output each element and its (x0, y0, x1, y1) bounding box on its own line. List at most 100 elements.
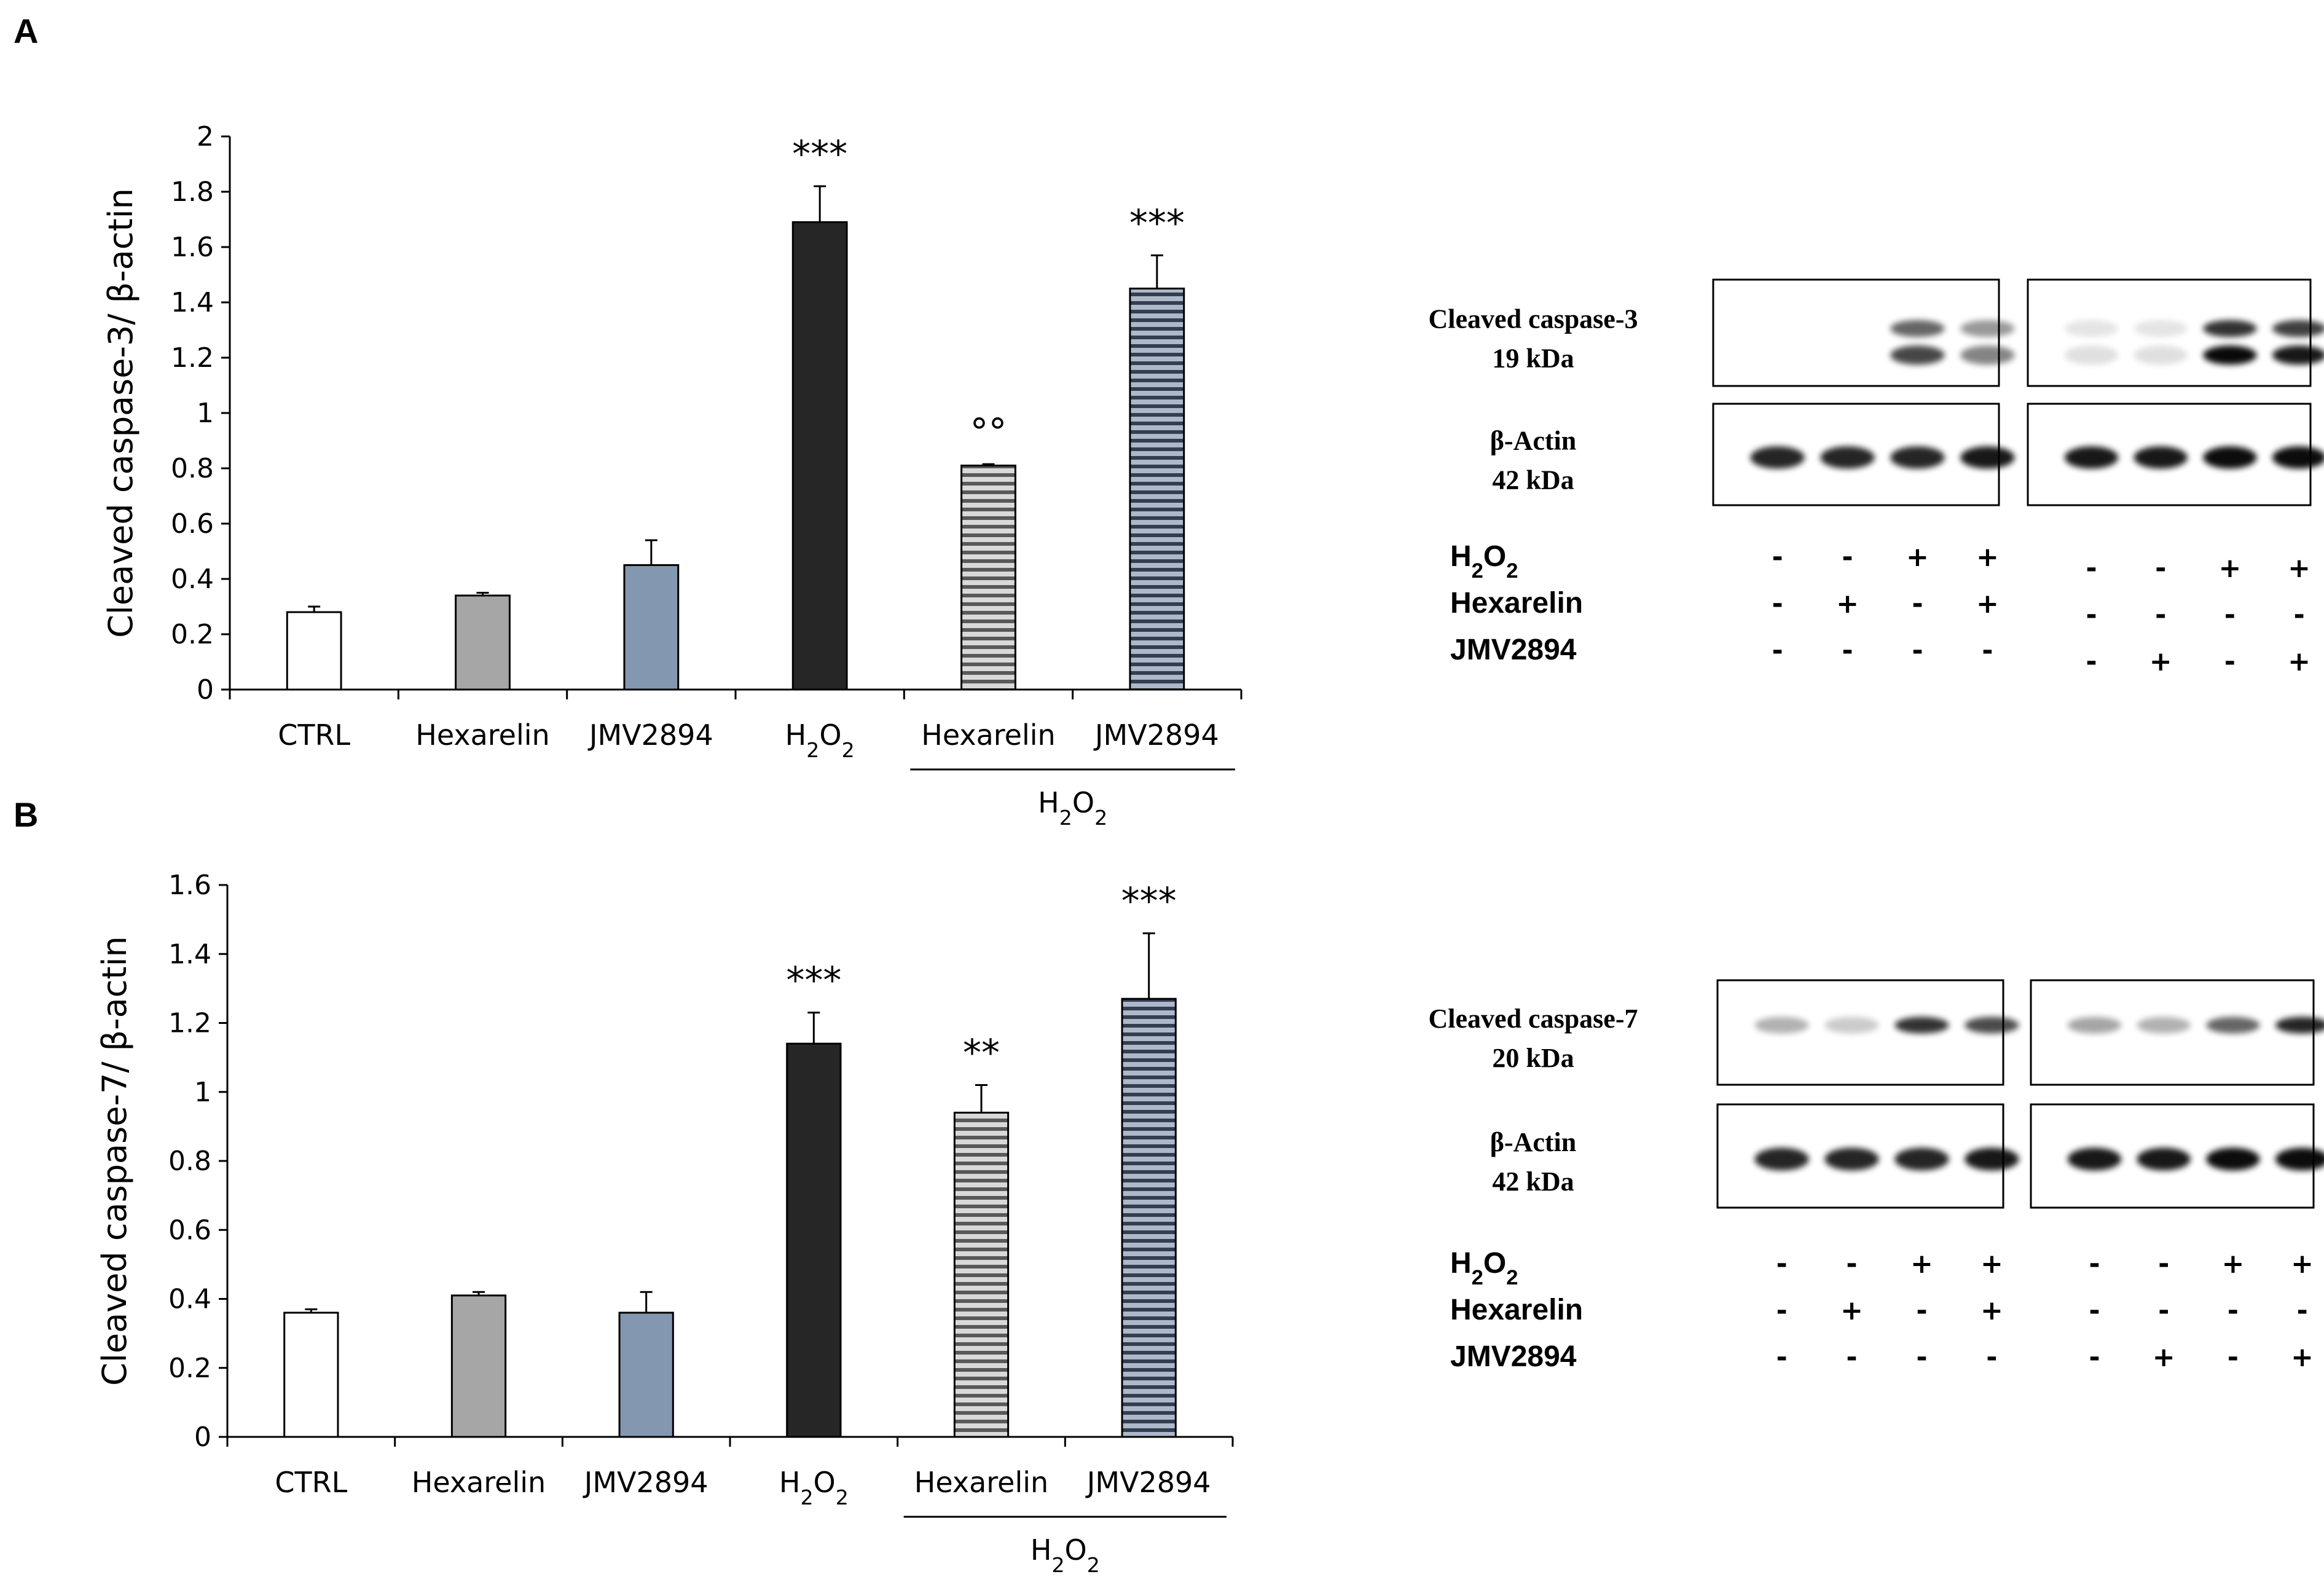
category-label: CTRL (275, 1466, 347, 1499)
treatment-sign: + (1981, 1248, 2003, 1280)
treatment-sign: + (2288, 646, 2310, 677)
treatment-sign: + (1976, 588, 1999, 619)
blot-band (2064, 320, 2119, 337)
category-label: JMV2894 (1085, 1466, 1211, 1499)
bar (791, 221, 848, 691)
blot-band (2272, 446, 2324, 469)
blot-label-kda: 42 kDa (1492, 465, 1574, 495)
treatment-sign: - (2158, 1248, 2169, 1280)
blot-b: Cleaved caspase-7 20 kDa β-Actin 42 kDa H2O2… (1429, 979, 2324, 1373)
treatment-sign: + (2221, 1248, 2244, 1280)
blot-band (2067, 1147, 2122, 1171)
treatment-sign: - (1846, 1342, 1857, 1373)
treatment-sign: - (1772, 541, 1783, 573)
blot-band (1960, 446, 2015, 469)
treatment-sign: + (1981, 1295, 2003, 1326)
bar (455, 594, 511, 691)
y-tick-label: 0 (197, 674, 214, 706)
blot-band (2272, 320, 2324, 337)
blot-band (2275, 1147, 2324, 1171)
blot-band (1960, 345, 2015, 365)
treatment-row-label: H2O2 (1450, 540, 1518, 583)
treatment-sign: - (2155, 553, 2166, 584)
category-label: JMV2894 (587, 718, 713, 752)
treatment-row-label: JMV2894 (1450, 634, 1577, 666)
y-tick-label: 0.2 (168, 1353, 211, 1384)
bar (960, 465, 1016, 691)
y-tick-label: 1.6 (168, 870, 211, 901)
category-label: JMV2894 (1093, 718, 1219, 752)
bar (450, 1294, 507, 1438)
y-tick-label: 0.6 (171, 508, 214, 540)
treatment-sign: - (2086, 553, 2097, 584)
y-tick-label: 0.2 (171, 619, 214, 650)
bar (1129, 288, 1185, 691)
y-tick-label: 0.8 (171, 453, 214, 484)
blot-band (1965, 1017, 2019, 1034)
category-label: Hexarelin (415, 718, 549, 752)
blot-label-kda: 20 kDa (1492, 1043, 1574, 1073)
treatment-sign: + (2218, 553, 2241, 584)
blot-band (1750, 446, 1805, 469)
blot-band (2134, 446, 2188, 469)
blot-band (2137, 1147, 2191, 1171)
treatment-row-label: Hexarelin (1450, 1294, 1583, 1326)
treatment-sign: - (1776, 1248, 1787, 1280)
blot-label-name: Cleaved caspase-3 (1429, 304, 1638, 334)
treatment-sign: - (2158, 1295, 2169, 1326)
y-axis-label: Cleaved caspase-7/ β-actin (95, 936, 134, 1386)
bar (286, 611, 342, 691)
y-axis-label: Cleaved caspase-3/ β-actin (101, 188, 140, 638)
bar (283, 1312, 339, 1438)
blot-band (1965, 1147, 2019, 1171)
treatment-sign: + (2149, 646, 2172, 677)
panel-letter-a: A (14, 12, 38, 50)
significance-mark: *** (1129, 202, 1185, 245)
chart-b: 0 0.2 0.4 0.6 0.8 1 1.2 1.4 1.6 Cleaved caspase-7… (95, 870, 1234, 1577)
treatment-sign: - (2155, 599, 2166, 631)
y-tick-label: 1.2 (171, 342, 214, 374)
blot-band (1894, 1147, 1949, 1171)
y-tick-label: 2 (197, 121, 214, 152)
treatment-sign: - (1916, 1342, 1927, 1373)
significance-mark: ** (963, 1032, 1000, 1075)
treatment-sign: - (1986, 1342, 1997, 1373)
y-tick-label: 1 (194, 1077, 211, 1108)
blot-band (1894, 1017, 1949, 1034)
blot-label-name: β-Actin (1490, 426, 1577, 456)
blot-label-name: β-Actin (1490, 1127, 1577, 1157)
treatment-sign: - (1772, 635, 1783, 666)
y-tick-label: 0.6 (168, 1214, 211, 1246)
treatment-sign: + (2291, 1248, 2314, 1280)
category-label: Hexarelin (412, 1466, 546, 1499)
bar (786, 1042, 842, 1438)
blot-band (2134, 345, 2188, 365)
treatment-sign: - (1842, 541, 1853, 573)
treatment-sign: + (1836, 588, 1859, 619)
panel-b: B 0 0.2 0.4 0.6 0.8 1 1.2 1.4 1.6 Cleaved caspase… (14, 795, 2324, 1577)
blot-band (2203, 345, 2257, 365)
blot-band (2064, 446, 2119, 469)
y-tick-label: 1.6 (171, 232, 214, 263)
category-label: Hexarelin (921, 718, 1055, 752)
blot-band (1890, 345, 1945, 365)
blot-band (2067, 1017, 2122, 1034)
category-label: H2O2 (779, 1466, 849, 1509)
bar (618, 1312, 674, 1438)
blot-band (1824, 1017, 1879, 1034)
treatment-sign: - (2086, 599, 2097, 631)
treatment-sign: - (1772, 588, 1783, 619)
y-tick-label: 1.8 (171, 176, 214, 208)
blot-frame (1712, 278, 2000, 387)
treatment-sign: - (2086, 646, 2097, 677)
blot-band (2272, 345, 2324, 365)
treatment-sign: + (1910, 1248, 1933, 1280)
blot-band (2206, 1017, 2260, 1034)
blot-band (1754, 1017, 1809, 1034)
treatment-sign: - (1912, 635, 1923, 666)
treatment-sign: + (2153, 1342, 2175, 1373)
y-tick-label: 1 (197, 398, 214, 429)
treatment-row-label: H2O2 (1450, 1247, 1518, 1289)
treatment-sign: + (1976, 541, 1999, 573)
y-tick-label: 1.4 (171, 287, 214, 318)
